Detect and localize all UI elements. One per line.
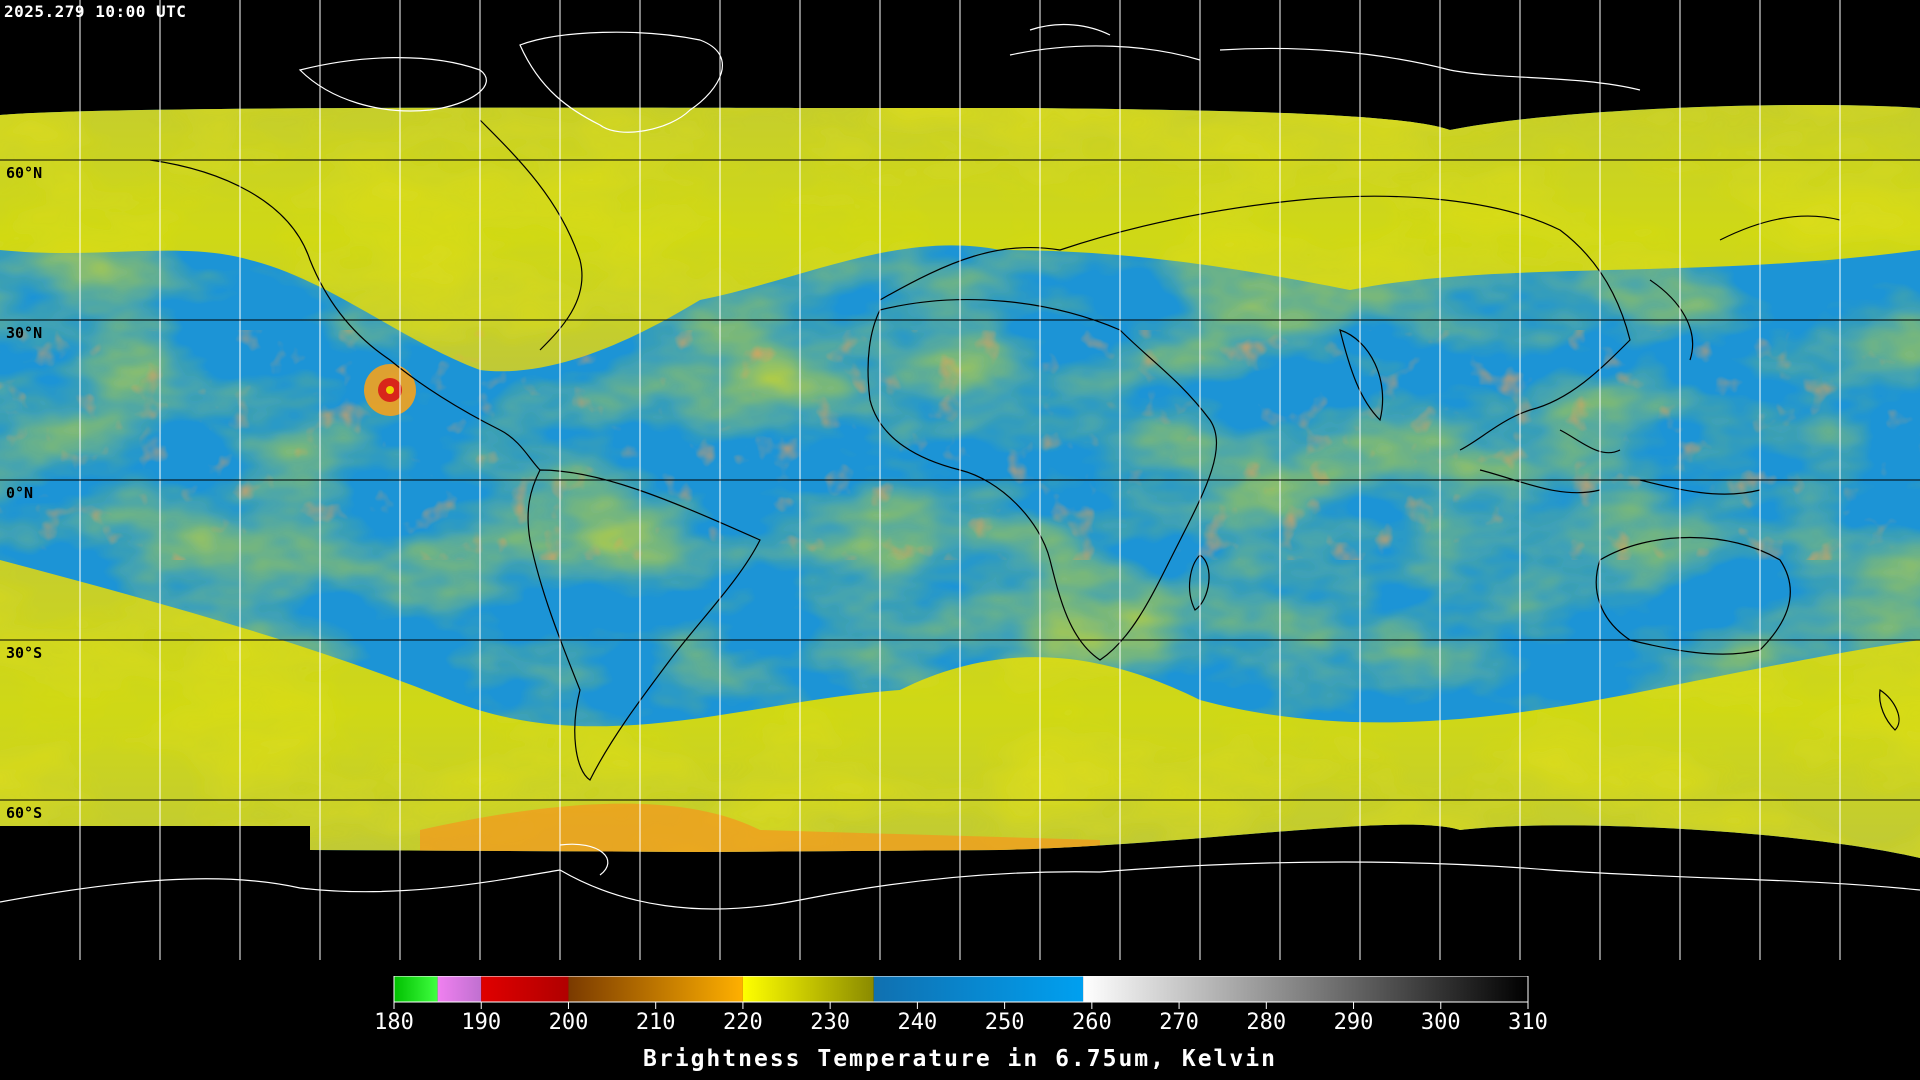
lat-label-60n: 60°N — [6, 164, 43, 182]
lat-label-30n: 30°N — [6, 324, 43, 342]
colorbar-tick-label: 250 — [984, 1010, 1025, 1035]
colorbar-tick-label: 180 — [374, 1010, 414, 1035]
colorbar-segment — [873, 976, 1084, 1002]
lat-label-60s: 60°S — [6, 804, 43, 822]
colorbar-segment — [437, 976, 482, 1002]
colorbar-tick-label: 290 — [1333, 1010, 1374, 1035]
colorbar-title: Brightness Temperature in 6.75um, Kelvin — [643, 1046, 1277, 1072]
colorbar-segment — [481, 976, 569, 1002]
colorbar-segment — [1083, 976, 1528, 1002]
lat-label-30s: 30°S — [6, 644, 43, 662]
colorbar-panel — [0, 960, 1920, 1080]
coastlines — [0, 23, 1920, 910]
colorbar-segment — [568, 976, 743, 1002]
colorbar-tick-label: 270 — [1159, 1010, 1199, 1035]
colorbar-tick-label: 300 — [1420, 1010, 1461, 1035]
colorbar-tick-label: 240 — [897, 1010, 938, 1035]
colorbar-tick-label: 200 — [548, 1010, 589, 1035]
colorbar-segment — [742, 976, 874, 1002]
colorbar-tick-label: 280 — [1246, 1010, 1287, 1035]
colorbar-frame — [393, 976, 1529, 1003]
colorbar-tick-label: 220 — [723, 1010, 763, 1035]
colorbar-tick-label: 260 — [1071, 1010, 1112, 1035]
colorbar — [393, 976, 1529, 1009]
colorbar-tick-label: 210 — [635, 1010, 676, 1035]
water-vapor-imagery — [0, 0, 1920, 960]
colorbar-segment — [394, 976, 438, 1002]
colorbar-tick-label: 190 — [461, 1010, 502, 1035]
colorbar-tick-label: 310 — [1508, 1010, 1548, 1035]
lat-label-0n: 0°N — [6, 484, 34, 502]
lat-lon-grid — [0, 0, 1920, 960]
colorbar-tick-label: 230 — [810, 1010, 851, 1035]
timestamp-label: 2025.279 10:00 UTC — [4, 2, 187, 21]
